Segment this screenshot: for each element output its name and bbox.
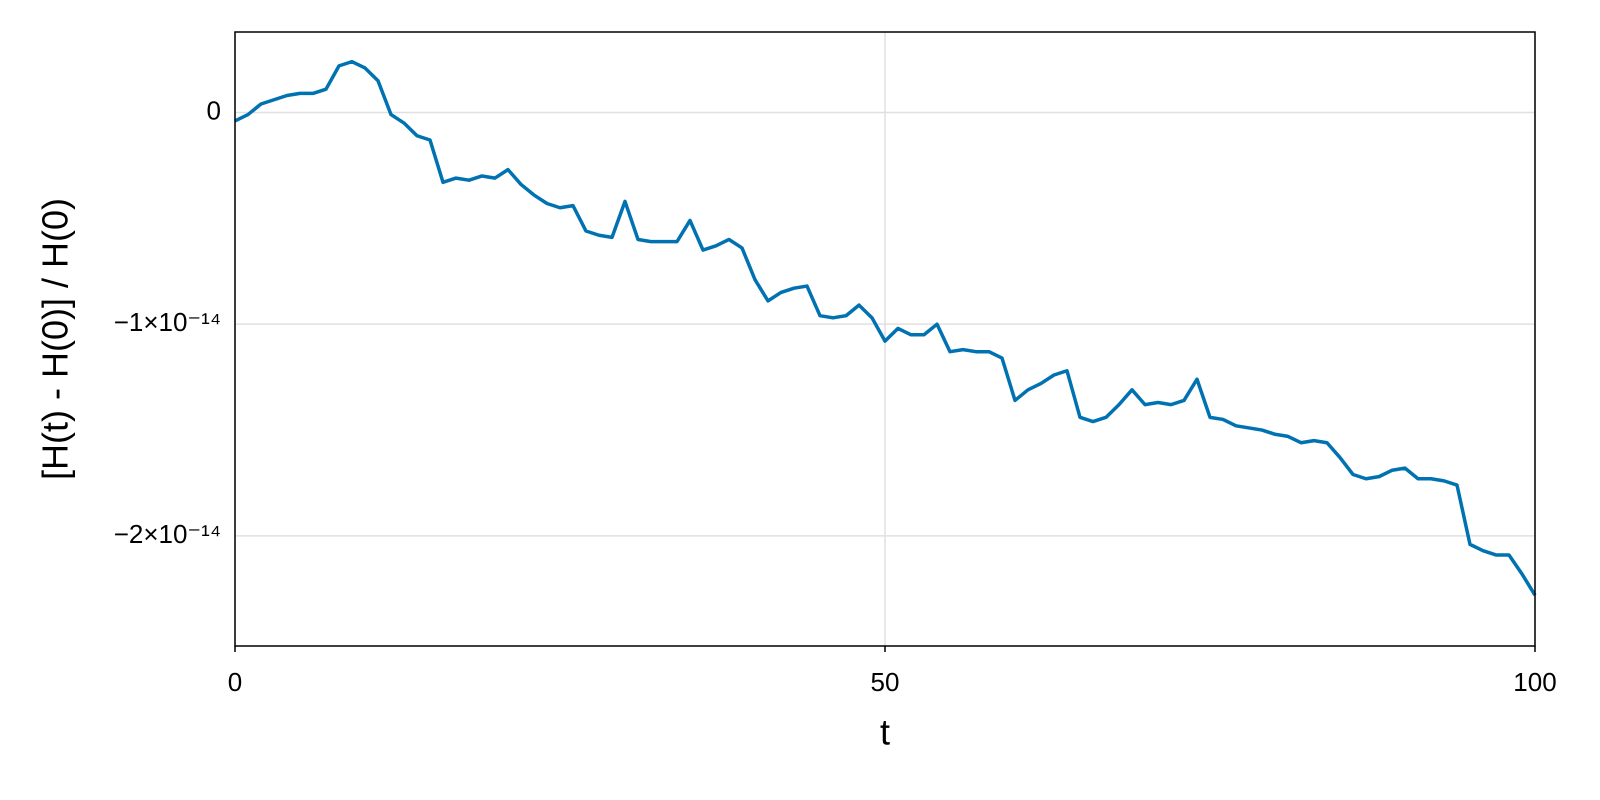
x-tick-label: 50 (871, 667, 900, 697)
y-axis-title: [H(t) - H(0)] / H(0) (35, 198, 76, 480)
x-tick-label: 0 (228, 667, 242, 697)
y-tick-label: −1×10⁻¹⁴ (114, 307, 221, 337)
data-line (234, 59, 1537, 597)
x-tick-label: 100 (1513, 667, 1556, 697)
y-tick-label: −2×10⁻¹⁴ (114, 519, 221, 549)
x-axis-title: t (880, 712, 890, 753)
plot-frame (234, 31, 1536, 647)
y-tick-label: 0 (207, 95, 221, 125)
